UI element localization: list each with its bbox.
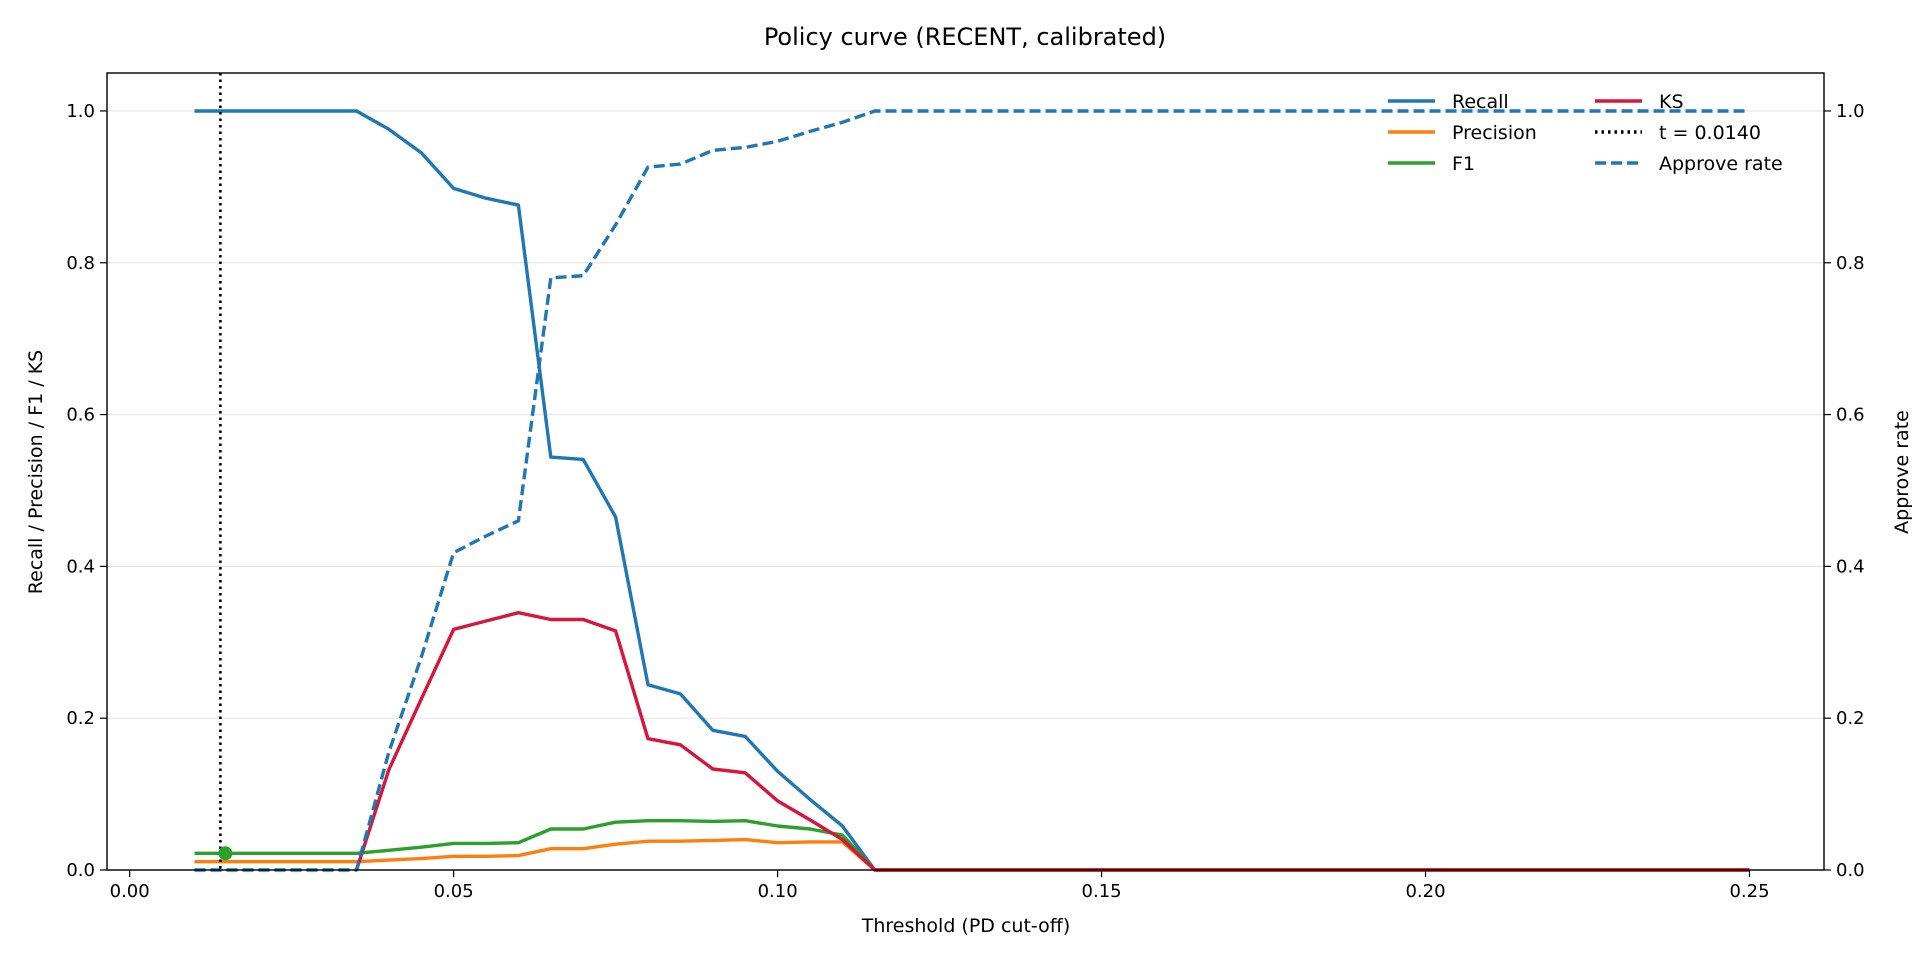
x-tick-label: 0.20: [1405, 881, 1445, 902]
y2-tick-label: 1.0: [1836, 101, 1865, 122]
x-tick-label: 0.15: [1082, 881, 1122, 902]
threshold-f1-marker: [218, 846, 233, 861]
y2-tick-label: 0.8: [1836, 253, 1865, 274]
y-tick-label: 0.6: [66, 405, 95, 426]
legend: Recall Precision F1 KS t = 0.0140 Approve rat…: [1388, 91, 1783, 175]
y2-tick-label: 0.6: [1836, 405, 1865, 426]
y-tick-label: 0.0: [66, 860, 95, 881]
x-tick-label: 0.00: [110, 881, 150, 902]
y2-tick-label: 0.4: [1836, 556, 1865, 577]
legend-label: Approve rate: [1659, 153, 1783, 175]
y2-axis-ticks: 0.0 0.2 0.4 0.6 0.8 1.0: [1824, 101, 1865, 881]
x-tick-label: 0.25: [1729, 881, 1769, 902]
series-line-precision: [194, 837, 1750, 872]
threshold-markers: [218, 73, 233, 870]
series-line-ks: [354, 611, 1750, 872]
legend-label: Recall: [1452, 91, 1509, 113]
y2-axis-title: Approve rate: [1891, 410, 1913, 534]
y-tick-label: 0.8: [66, 253, 95, 274]
y-axis-title: Recall / Precision / F1 / KS: [25, 350, 47, 594]
y2-tick-label: 0.0: [1836, 860, 1865, 881]
y-tick-label: 1.0: [66, 101, 95, 122]
y-tick-label: 0.2: [66, 708, 95, 729]
x-tick-label: 0.10: [758, 881, 798, 902]
legend-label: Precision: [1452, 122, 1537, 144]
y-tick-label: 0.4: [66, 556, 95, 577]
series-line-recall: [194, 109, 1750, 872]
x-axis-ticks: 0.00 0.05 0.10 0.15 0.20 0.25: [110, 870, 1770, 902]
legend-label: t = 0.0140: [1659, 122, 1761, 144]
legend-label: F1: [1452, 153, 1475, 175]
series-line-f1: [194, 819, 1750, 872]
chart-title: Policy curve (RECENT, calibrated): [764, 23, 1166, 51]
legend-label: KS: [1659, 91, 1684, 113]
x-axis-title: Threshold (PD cut-off): [861, 915, 1071, 937]
x-tick-label: 0.05: [434, 881, 474, 902]
y2-tick-label: 0.2: [1836, 708, 1865, 729]
y-axis-ticks: 0.0 0.2 0.4 0.6 0.8 1.0: [66, 101, 107, 881]
plot-frame: [106, 72, 1825, 871]
